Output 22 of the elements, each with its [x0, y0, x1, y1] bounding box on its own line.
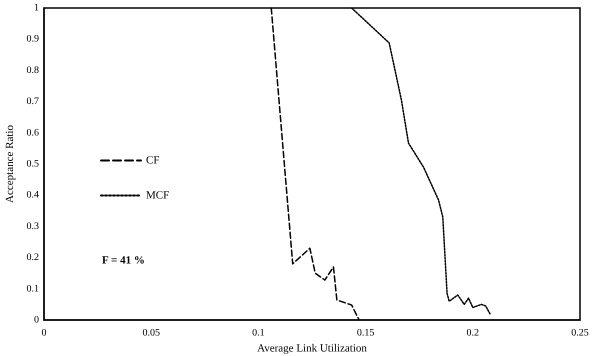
y-tick-label: 1: [34, 2, 39, 14]
x-tick-label: 0.2: [466, 328, 480, 338]
y-tick-label: 0.2: [26, 252, 39, 264]
y-tick-label: 0.9: [26, 34, 39, 45]
y-tick-label: 0.5: [26, 158, 39, 170]
annotation: F = 41 %: [102, 254, 145, 266]
y-tick-label: 0.6: [26, 127, 39, 138]
x-tick-label: 0.15: [356, 328, 374, 338]
x-tick-label: 0.25: [571, 328, 589, 338]
y-tick-label: 0.7: [26, 96, 39, 108]
x-tick-label: 0.05: [142, 328, 160, 338]
legend-label: MCF: [146, 190, 170, 202]
legend-label: CF: [146, 154, 160, 166]
y-tick-label: 0.1: [26, 283, 39, 294]
x-tick-label: 0: [42, 328, 46, 338]
y-tick-label: 0.8: [26, 64, 39, 76]
x-axis-title: Average Link Utilization: [257, 342, 368, 354]
y-tick-label: 0: [34, 314, 39, 326]
y-axis-title: Acceptance Ratio: [4, 124, 16, 203]
y-tick-label: 0.4: [26, 190, 39, 201]
x-tick-label: 0.1: [252, 328, 265, 338]
y-tick-label: 0.3: [26, 220, 39, 232]
